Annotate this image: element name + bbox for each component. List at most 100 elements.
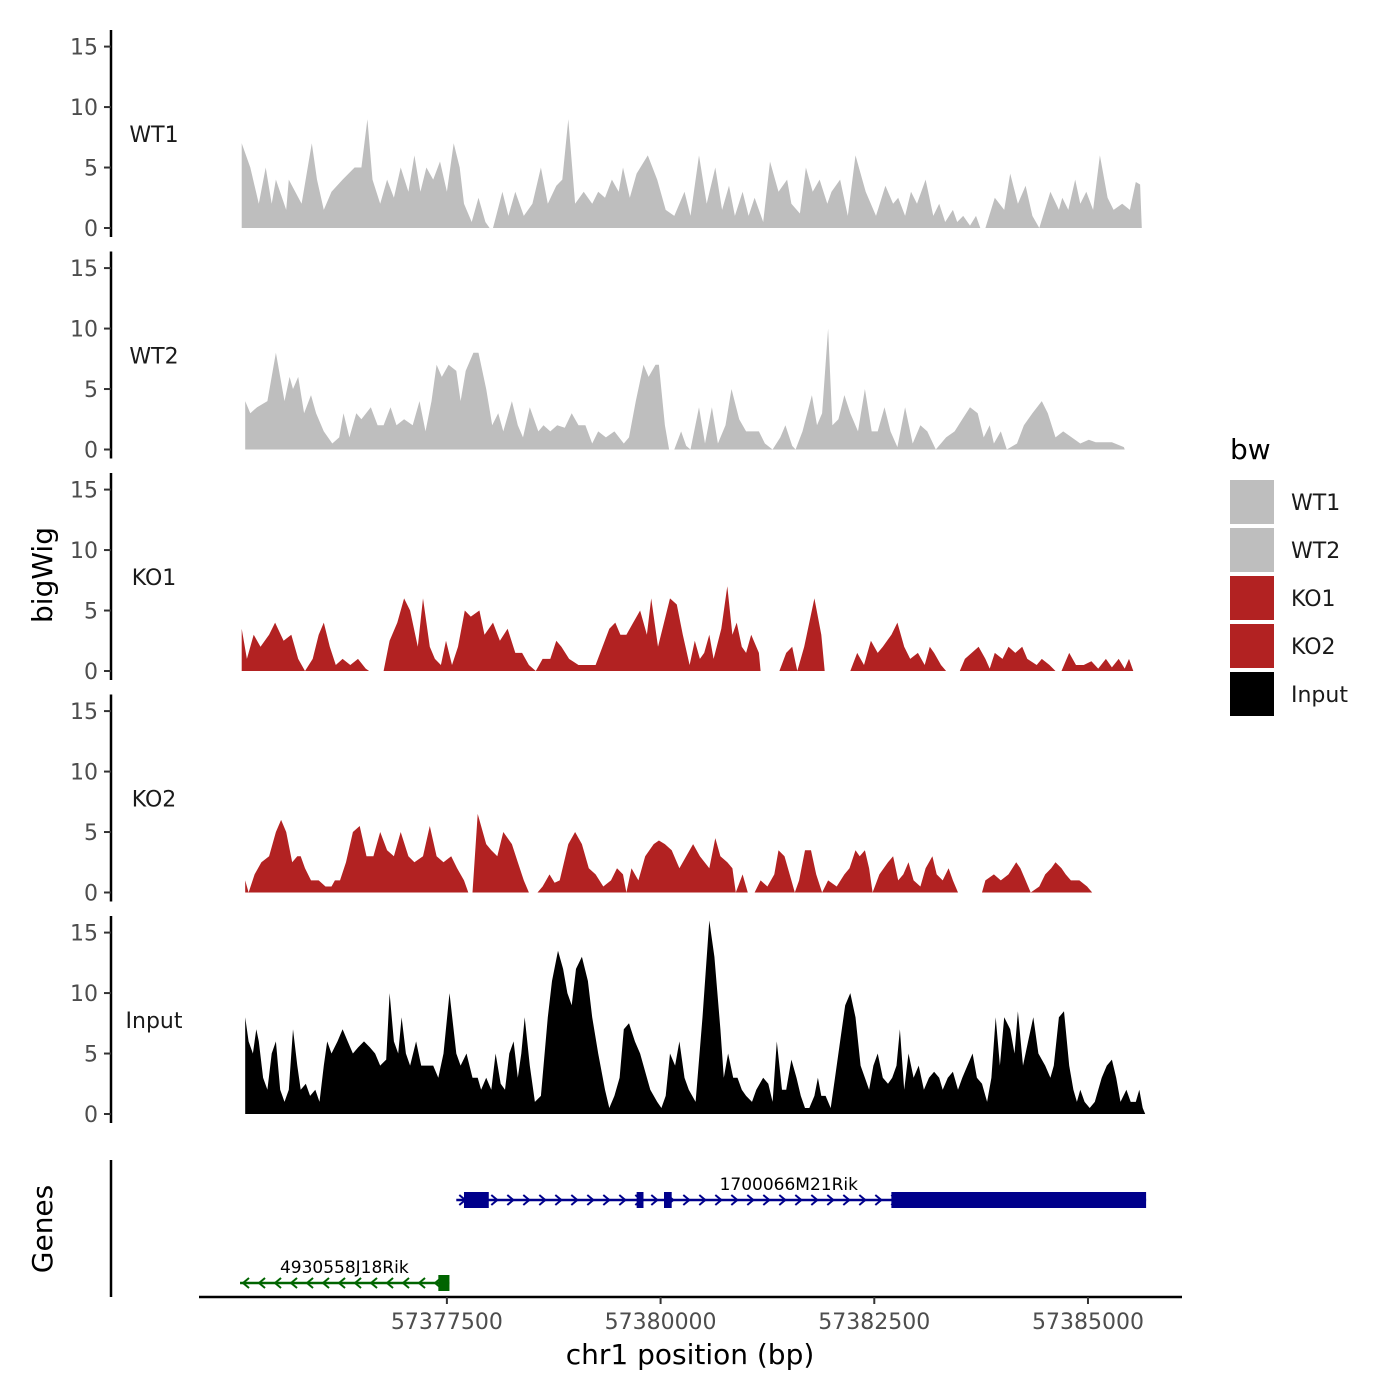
- y-tick-label: 15: [70, 922, 98, 947]
- strand-arrow: [321, 1277, 330, 1289]
- strand-arrow: [289, 1277, 298, 1289]
- legend-title: bw: [1230, 433, 1271, 466]
- legend-swatch: [1230, 576, 1274, 620]
- strand-arrow: [730, 1194, 739, 1206]
- legend-swatch: [1230, 528, 1274, 572]
- legend-label: WT2: [1291, 539, 1340, 564]
- legend-item-input: Input: [1230, 672, 1348, 716]
- track-input: 0 5 10 15 Input: [70, 916, 1146, 1128]
- track-label: WT1: [129, 123, 178, 148]
- legend-swatch: [1230, 624, 1274, 668]
- legend-item-ko2: KO2: [1230, 624, 1336, 668]
- strand-arrow: [401, 1277, 410, 1289]
- y-tick-label: 10: [70, 539, 98, 564]
- strand-arrow: [538, 1194, 547, 1206]
- track-wt2: 0 5 10 15 WT2: [70, 251, 1125, 464]
- genes-axis-title: Genes: [26, 1185, 59, 1273]
- strand-arrow: [650, 1194, 659, 1206]
- strand-arrow: [490, 1194, 499, 1206]
- track-label: KO1: [132, 566, 177, 591]
- legend-item-ko1: KO1: [1230, 576, 1336, 620]
- strand-arrow: [273, 1277, 282, 1289]
- strand-arrow: [570, 1194, 579, 1206]
- strand-arrow: [698, 1194, 707, 1206]
- strand-arrow: [794, 1194, 803, 1206]
- track-ko2: 0 5 10 15 KO2: [70, 694, 1093, 907]
- y-tick-label: 15: [70, 700, 98, 725]
- track-area-ko1: [241, 586, 1134, 671]
- legend-swatch: [1230, 480, 1274, 524]
- strand-arrow: [554, 1194, 563, 1206]
- y-tick-label: 10: [70, 96, 98, 121]
- strand-arrow: [417, 1277, 426, 1289]
- y-tick-label: 10: [70, 761, 98, 786]
- strand-arrow: [337, 1277, 346, 1289]
- track-ko1: 0 5 10 15 KO1: [70, 473, 1134, 685]
- strand-arrow: [842, 1194, 851, 1206]
- strand-arrow: [602, 1194, 611, 1206]
- gene-exon: [891, 1192, 1147, 1208]
- track-area-input: [245, 920, 1146, 1114]
- legend-item-wt2: WT2: [1230, 528, 1340, 572]
- gene-exon: [463, 1192, 489, 1208]
- strand-arrow: [778, 1194, 787, 1206]
- strand-arrow: [257, 1277, 266, 1289]
- strand-arrow: [522, 1194, 531, 1206]
- y-tick-label: 0: [84, 660, 98, 685]
- y-tick-label: 5: [84, 821, 98, 846]
- track-wt1: 0 5 10 15 WT1: [70, 30, 1142, 242]
- legend-label: KO2: [1291, 635, 1336, 660]
- y-tick-label: 10: [70, 982, 98, 1007]
- y-tick-label: 15: [70, 36, 98, 61]
- x-tick-label: 57377500: [391, 1310, 503, 1335]
- track-label: WT2: [129, 345, 178, 370]
- gene-exon: [438, 1275, 450, 1291]
- legend-item-wt1: WT1: [1230, 480, 1340, 524]
- y-tick-label: 5: [84, 1043, 98, 1068]
- y-axis-title: bigWig: [26, 527, 59, 623]
- x-tick-label: 57382500: [818, 1310, 930, 1335]
- strand-arrow: [369, 1277, 378, 1289]
- gene-label: 4930558J18Rik: [280, 1258, 409, 1278]
- genes-panel: Genes 1700066M21Rik 4930558J18Rik: [26, 1160, 1147, 1297]
- legend: bw WT1 WT2 KO1 KO2 Input: [1230, 433, 1348, 716]
- strand-arrow: [826, 1194, 835, 1206]
- strand-arrow: [874, 1194, 883, 1206]
- strand-arrow: [682, 1194, 691, 1206]
- track-label: KO2: [132, 788, 177, 813]
- legend-label: WT1: [1291, 491, 1340, 516]
- track-label: Input: [126, 1009, 183, 1034]
- gene-label: 1700066M21Rik: [720, 1175, 859, 1195]
- x-axis-title: chr1 position (bp): [566, 1338, 815, 1371]
- y-tick-label: 15: [70, 257, 98, 282]
- strand-arrow: [385, 1277, 394, 1289]
- y-tick-label: 15: [70, 479, 98, 504]
- strand-arrow: [305, 1277, 314, 1289]
- strand-arrow: [762, 1194, 771, 1206]
- y-tick-label: 10: [70, 318, 98, 343]
- x-tick-label: 57385000: [1032, 1310, 1144, 1335]
- strand-arrow: [858, 1194, 867, 1206]
- strand-arrow: [618, 1194, 627, 1206]
- y-tick-label: 0: [84, 882, 98, 907]
- strand-arrow: [810, 1194, 819, 1206]
- track-area-ko2: [245, 813, 1093, 893]
- gene-1700066m21rik: 1700066M21Rik: [456, 1175, 1147, 1208]
- signal-tracks: 0 5 10 15 WT1 0 5 10 15 WT2 0 5 10 15 KO1 0 5 10 15 KO2 0 5 10…: [70, 30, 1146, 1128]
- track-area-wt1: [241, 119, 1142, 228]
- legend-label: KO1: [1291, 587, 1336, 612]
- strand-arrow: [353, 1277, 362, 1289]
- y-tick-label: 5: [84, 157, 98, 182]
- legend-swatch: [1230, 672, 1274, 716]
- track-area-wt2: [245, 328, 1125, 450]
- x-tick-label: 57380000: [605, 1310, 717, 1335]
- y-tick-label: 0: [84, 217, 98, 242]
- strand-arrow: [241, 1277, 250, 1289]
- y-tick-label: 5: [84, 378, 98, 403]
- strand-arrow: [746, 1194, 755, 1206]
- y-tick-label: 0: [84, 439, 98, 464]
- y-tick-label: 5: [84, 600, 98, 625]
- strand-arrow: [506, 1194, 515, 1206]
- legend-label: Input: [1291, 683, 1348, 708]
